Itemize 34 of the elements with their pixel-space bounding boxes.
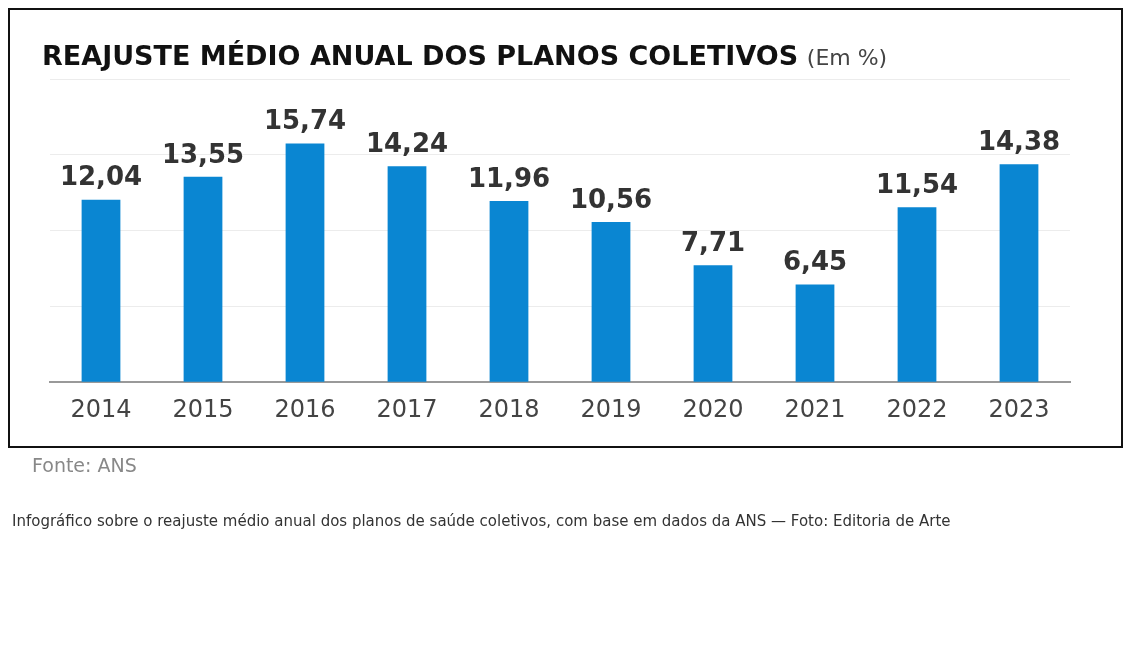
- data-label: 7,71: [680, 227, 746, 258]
- bar: [999, 164, 1039, 382]
- source-note: Fonte: ANS: [32, 454, 138, 476]
- x-tick-label: 2019: [580, 394, 642, 423]
- x-tick-label: 2016: [274, 394, 336, 423]
- bar: [591, 222, 631, 382]
- text: Infográfico sobre o reajuste médio anual dos planos de saúde coletivos, com base em dados da ANS — Foto: Editoria de Arte: [12, 511, 952, 532]
- x-tick-label: 2018: [478, 394, 540, 423]
- x-tick-label: 2020: [682, 394, 744, 423]
- data-label: 13,55: [161, 138, 245, 169]
- data-label: 14,38: [977, 125, 1061, 156]
- data-label: 12,04: [59, 161, 143, 192]
- data-label: 15,74: [263, 105, 347, 136]
- x-tick-label: 2021: [784, 394, 846, 423]
- x-tick-label: 2023: [988, 394, 1050, 423]
- bar: [897, 207, 937, 382]
- bar: [489, 200, 529, 382]
- bar: [693, 265, 733, 382]
- data-label: 11,96: [467, 162, 551, 193]
- data-label: 14,24: [365, 128, 449, 159]
- chart-subtitle: (Em %): [806, 45, 888, 70]
- bar: [387, 166, 427, 382]
- bar: [795, 284, 835, 382]
- x-tick-label: 2014: [70, 394, 132, 423]
- bar: [81, 199, 121, 382]
- x-tick-label: 2017: [376, 394, 438, 423]
- data-label: 10,56: [569, 183, 653, 214]
- x-tick-label: 2015: [172, 394, 234, 423]
- data-label: 11,54: [875, 169, 959, 199]
- data-label: 6,45: [782, 246, 848, 277]
- chart-title: REAJUSTE MÉDIO ANUAL DOS PLANOS COLETIVOS: [42, 40, 799, 71]
- x-tick-label: 2022: [886, 394, 948, 423]
- bar: [183, 176, 223, 382]
- bar: [285, 143, 325, 382]
